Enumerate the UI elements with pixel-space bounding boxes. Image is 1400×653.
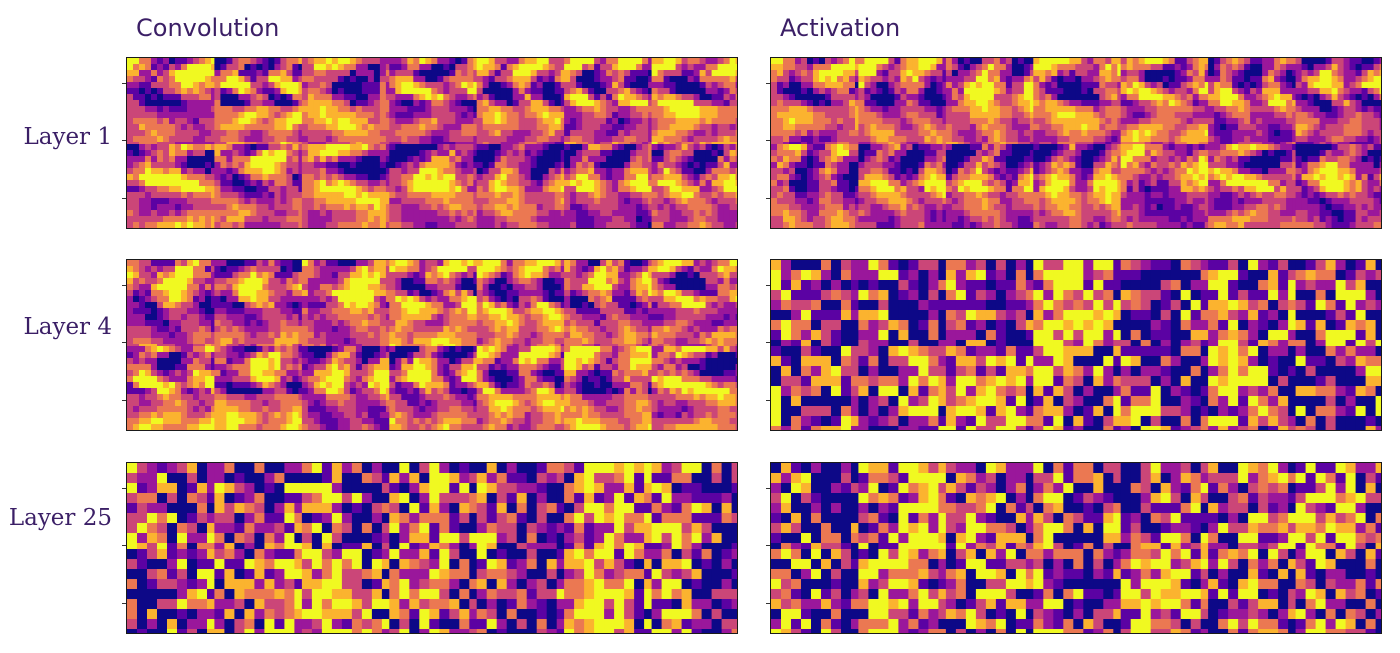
feature-map-mosaic bbox=[771, 463, 1381, 633]
feature-map-mosaic bbox=[127, 260, 737, 430]
axis-tick bbox=[122, 400, 126, 402]
axis-tick bbox=[122, 487, 126, 489]
axis-tick bbox=[122, 82, 126, 84]
row-label-layer-4: Layer 4 bbox=[23, 314, 112, 340]
feature-map-panel-act-layer-1 bbox=[770, 57, 1382, 229]
axis-tick bbox=[766, 400, 770, 402]
column-title-convolution: Convolution bbox=[136, 14, 280, 42]
axis-tick bbox=[766, 341, 770, 343]
axis-tick bbox=[122, 341, 126, 343]
feature-map-panel-conv-layer-4 bbox=[126, 259, 738, 431]
feature-map-mosaic bbox=[127, 463, 737, 633]
feature-map-mosaic bbox=[771, 58, 1381, 228]
feature-map-panel-act-layer-25 bbox=[770, 462, 1382, 634]
feature-map-panel-act-layer-4 bbox=[770, 259, 1382, 431]
axis-tick bbox=[766, 487, 770, 489]
axis-tick bbox=[122, 139, 126, 141]
column-title-activation: Activation bbox=[780, 14, 901, 42]
feature-map-mosaic bbox=[771, 260, 1381, 430]
feature-map-mosaic bbox=[127, 58, 737, 228]
axis-tick bbox=[766, 284, 770, 286]
axis-tick bbox=[766, 139, 770, 141]
row-label-layer-25: Layer 25 bbox=[8, 505, 112, 531]
axis-tick bbox=[766, 198, 770, 200]
axis-tick bbox=[766, 603, 770, 605]
axis-tick bbox=[122, 603, 126, 605]
row-label-layer-1: Layer 1 bbox=[23, 124, 112, 150]
axis-tick bbox=[122, 198, 126, 200]
axis-tick bbox=[122, 544, 126, 546]
axis-tick bbox=[766, 82, 770, 84]
feature-map-panel-conv-layer-1 bbox=[126, 57, 738, 229]
axis-tick bbox=[766, 544, 770, 546]
feature-map-panel-conv-layer-25 bbox=[126, 462, 738, 634]
axis-tick bbox=[122, 284, 126, 286]
